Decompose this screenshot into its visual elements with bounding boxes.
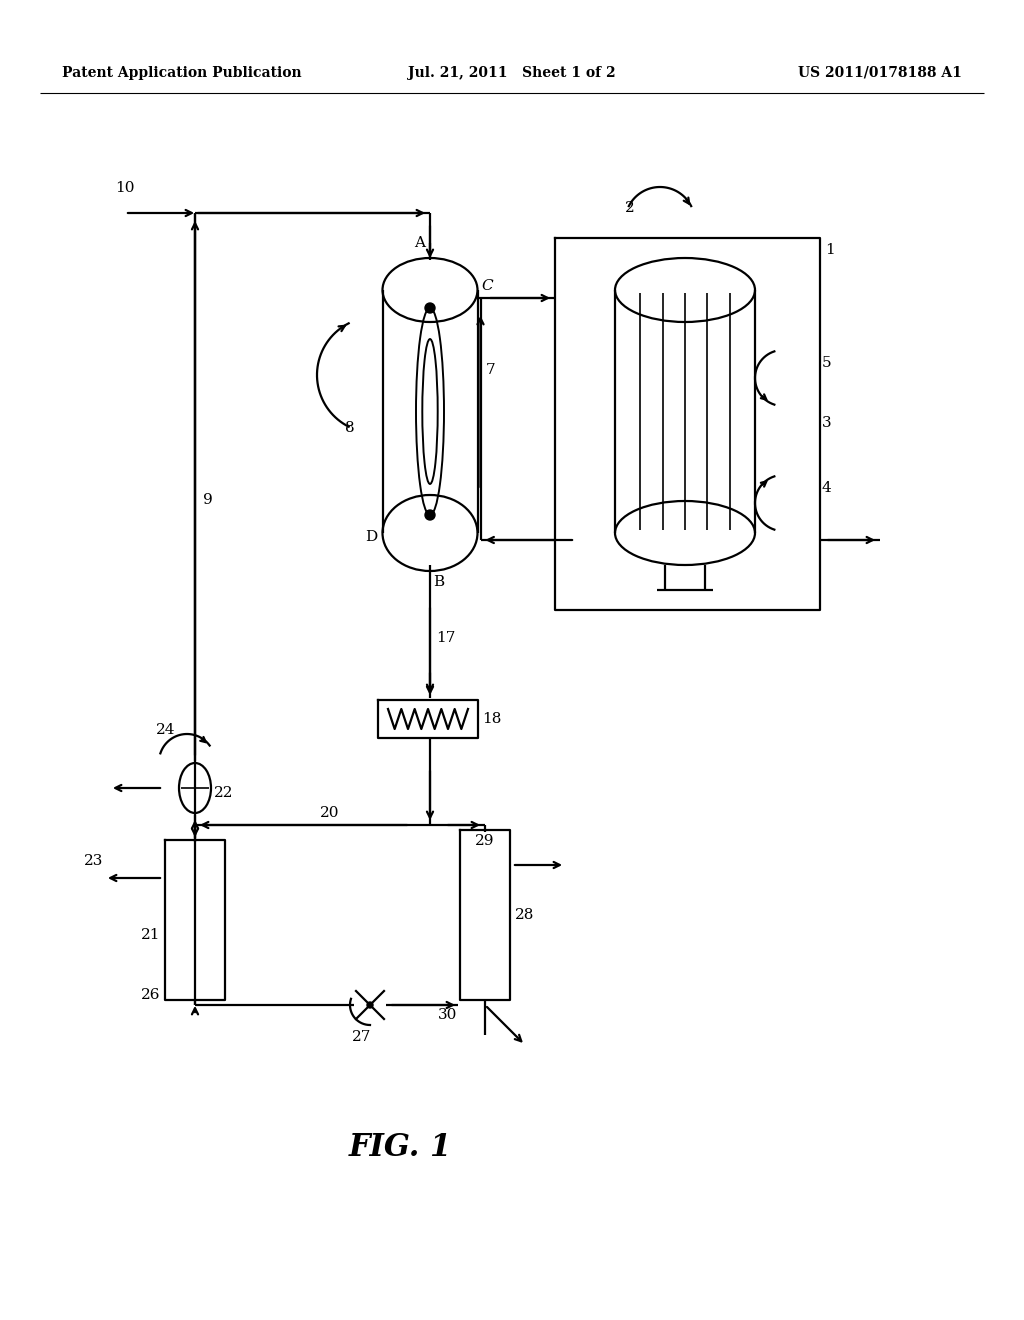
Text: C: C	[481, 279, 494, 293]
Text: D: D	[366, 531, 378, 544]
Text: 27: 27	[352, 1030, 372, 1044]
Text: 17: 17	[436, 631, 456, 645]
Text: B: B	[433, 576, 444, 589]
Text: 9: 9	[203, 492, 213, 507]
Text: 22: 22	[214, 785, 233, 800]
Text: 28: 28	[515, 908, 535, 921]
Text: 8: 8	[345, 421, 355, 436]
Text: A: A	[414, 236, 425, 249]
Text: FIG. 1: FIG. 1	[348, 1133, 452, 1163]
Text: 5: 5	[822, 356, 831, 370]
Text: 30: 30	[437, 1008, 457, 1022]
Text: 29: 29	[475, 834, 495, 847]
Text: 7: 7	[485, 363, 496, 378]
Text: US 2011/0178188 A1: US 2011/0178188 A1	[798, 66, 962, 81]
Text: 24: 24	[156, 723, 175, 737]
Text: 20: 20	[321, 807, 340, 820]
Text: Jul. 21, 2011   Sheet 1 of 2: Jul. 21, 2011 Sheet 1 of 2	[409, 66, 615, 81]
Text: 4: 4	[822, 480, 831, 495]
Text: 3: 3	[822, 416, 831, 430]
Circle shape	[367, 1002, 373, 1008]
Text: 21: 21	[140, 928, 160, 942]
Text: 18: 18	[482, 711, 502, 726]
Text: 2: 2	[625, 201, 635, 215]
Text: 26: 26	[140, 987, 160, 1002]
Text: Patent Application Publication: Patent Application Publication	[62, 66, 302, 81]
Circle shape	[425, 510, 435, 520]
Circle shape	[425, 304, 435, 313]
Text: 10: 10	[115, 181, 134, 195]
Text: 23: 23	[84, 854, 103, 869]
Text: 1: 1	[825, 243, 835, 257]
